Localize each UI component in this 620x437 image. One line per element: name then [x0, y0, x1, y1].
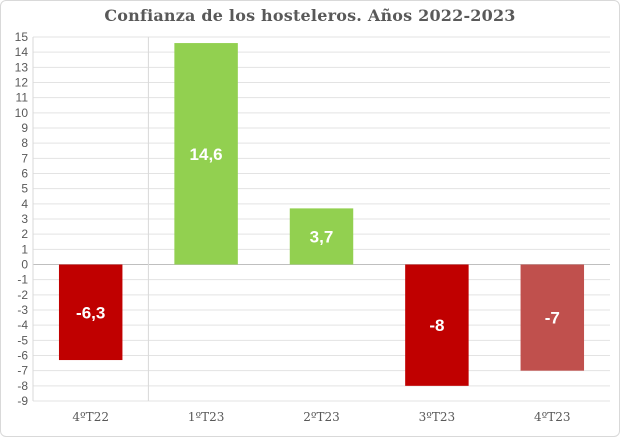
- bar: [174, 43, 238, 265]
- x-tick-label: 2ºT23: [303, 410, 340, 424]
- y-tick-label: -6: [17, 349, 28, 363]
- data-label: 14,6: [190, 145, 223, 164]
- y-tick-label: -2: [17, 288, 28, 302]
- y-tick-label: -8: [17, 379, 28, 393]
- y-tick-label: 13: [15, 60, 29, 74]
- x-tick-label: 4ºT23: [534, 410, 571, 424]
- data-label: 3,7: [310, 227, 334, 246]
- y-tick-label: -3: [17, 303, 28, 317]
- x-tick-label: 4ºT22: [72, 410, 109, 424]
- data-labels: -6,3 14,6 3,7 -8 -7: [76, 145, 560, 335]
- y-tick-label: 12: [15, 76, 29, 90]
- bars: [58, 43, 585, 386]
- y-tick-label: 2: [21, 227, 28, 241]
- y-tick-label: 10: [15, 106, 29, 120]
- y-tick-label: -1: [17, 273, 28, 287]
- y-tick-label: 9: [21, 121, 28, 135]
- y-tick-label: 4: [21, 197, 28, 211]
- y-tick-label: -4: [17, 318, 28, 332]
- data-label: -6,3: [76, 303, 105, 322]
- y-tick-label: 1: [21, 242, 28, 256]
- chart-title: Confianza de los hosteleros. Años 2022-2…: [104, 6, 516, 25]
- y-tick-label: 11: [16, 91, 29, 105]
- bar: [289, 208, 354, 265]
- data-label: -7: [545, 309, 560, 328]
- x-tick-label: 1ºT23: [188, 410, 225, 424]
- y-tick-label: 14: [15, 45, 29, 59]
- y-tick-label: 5: [21, 182, 28, 196]
- y-tick-label: -7: [17, 364, 28, 378]
- x-tick-label: 3ºT23: [419, 410, 456, 424]
- bar: [520, 264, 585, 371]
- y-tick-label: 8: [21, 136, 28, 150]
- x-axis-ticks: 4ºT22 1ºT23 2ºT23 3ºT23 4ºT23: [72, 410, 570, 424]
- bar: [58, 264, 123, 361]
- data-label: -8: [429, 316, 444, 335]
- y-tick-label: 0: [21, 258, 28, 272]
- y-tick-label: -5: [17, 333, 28, 347]
- y-tick-label: -9: [17, 394, 28, 408]
- y-tick-label: 6: [21, 167, 28, 181]
- y-tick-label: 3: [21, 212, 28, 226]
- y-tick-label: 15: [15, 30, 29, 44]
- bar: [405, 264, 469, 386]
- y-tick-label: 7: [21, 151, 28, 165]
